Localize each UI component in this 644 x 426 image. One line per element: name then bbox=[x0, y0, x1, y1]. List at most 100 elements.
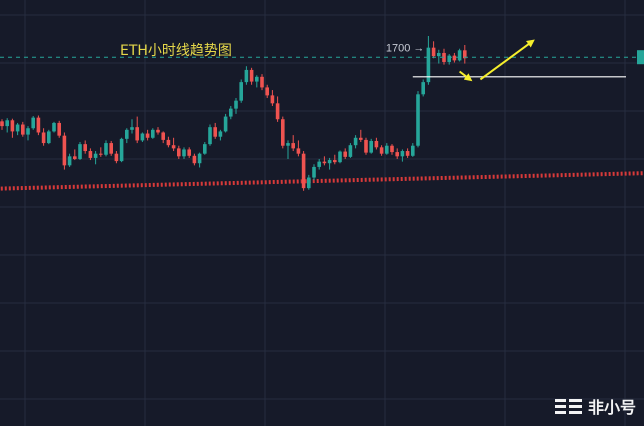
candle-body bbox=[437, 52, 441, 57]
candle-body bbox=[57, 122, 61, 136]
candle-body bbox=[291, 143, 295, 149]
candle-body bbox=[301, 153, 306, 189]
candle bbox=[463, 45, 467, 64]
chart-title: ETH小时线趋势图 bbox=[120, 43, 232, 59]
candle bbox=[301, 151, 306, 191]
candle-body bbox=[171, 145, 176, 149]
candle bbox=[125, 128, 129, 144]
candle bbox=[265, 84, 269, 99]
candle bbox=[275, 96, 280, 122]
candle-body bbox=[52, 122, 56, 132]
candle bbox=[192, 153, 197, 166]
candle bbox=[182, 147, 186, 159]
candle bbox=[338, 150, 342, 164]
candle-body bbox=[348, 145, 353, 157]
candles bbox=[0, 36, 467, 191]
candle-body bbox=[151, 129, 155, 138]
candle-body bbox=[405, 151, 410, 156]
candle bbox=[421, 79, 425, 97]
candle bbox=[109, 140, 113, 156]
candle bbox=[10, 118, 15, 138]
candle bbox=[36, 115, 41, 136]
candle bbox=[151, 128, 155, 139]
candle-body bbox=[260, 76, 264, 88]
candle-body bbox=[426, 47, 431, 83]
candle-body bbox=[395, 152, 399, 157]
candle-body bbox=[327, 160, 332, 164]
candle-body bbox=[213, 127, 217, 137]
candle-body bbox=[218, 131, 223, 137]
candle-body bbox=[31, 117, 35, 129]
candle bbox=[255, 75, 259, 88]
candle-body bbox=[140, 133, 145, 141]
candle-body bbox=[67, 156, 72, 166]
candle-body bbox=[156, 129, 160, 133]
candle bbox=[312, 164, 316, 181]
candle bbox=[353, 135, 358, 149]
candle-body bbox=[88, 151, 93, 158]
candle-body bbox=[203, 144, 207, 154]
candle-body bbox=[119, 138, 124, 162]
candle-body bbox=[463, 50, 467, 59]
candle bbox=[260, 74, 264, 91]
candle bbox=[78, 142, 82, 161]
candle-body bbox=[99, 153, 103, 155]
candle bbox=[426, 36, 431, 85]
watermark-text: 非小号 bbox=[587, 398, 636, 417]
candle bbox=[364, 137, 368, 155]
candle bbox=[385, 143, 389, 155]
candle-body bbox=[379, 147, 384, 154]
candle bbox=[62, 132, 67, 170]
candle bbox=[145, 129, 150, 141]
candle-body bbox=[114, 153, 119, 162]
candle bbox=[88, 148, 93, 161]
candle-body bbox=[104, 143, 108, 155]
price-marker-label: 1700 → bbox=[386, 43, 425, 55]
candle bbox=[369, 138, 373, 154]
candle bbox=[26, 126, 30, 141]
candle-body bbox=[83, 144, 87, 152]
candle bbox=[244, 66, 249, 85]
candle bbox=[452, 52, 457, 63]
candle bbox=[15, 122, 20, 136]
candle-body bbox=[359, 137, 363, 140]
candle bbox=[405, 148, 410, 158]
candle-body bbox=[457, 50, 462, 61]
candle-body bbox=[5, 120, 9, 127]
candle bbox=[359, 129, 363, 143]
candle bbox=[333, 154, 337, 165]
candle-body bbox=[161, 132, 165, 140]
candle bbox=[395, 148, 399, 159]
candle-body bbox=[275, 103, 280, 120]
candle-body bbox=[62, 135, 67, 166]
candle bbox=[286, 140, 290, 159]
candle-body bbox=[312, 166, 316, 178]
candle-body bbox=[223, 116, 228, 132]
candle-body bbox=[400, 151, 405, 157]
candle bbox=[171, 137, 176, 152]
candle-body bbox=[390, 145, 394, 153]
overlay: 1700 → bbox=[0, 39, 644, 82]
trendline-layer bbox=[0, 171, 644, 191]
candle bbox=[73, 149, 77, 161]
candle bbox=[234, 98, 238, 114]
candle-body bbox=[187, 149, 191, 156]
candle bbox=[140, 132, 145, 143]
candle bbox=[187, 147, 191, 158]
candle bbox=[348, 143, 353, 158]
candle-body bbox=[421, 82, 425, 95]
candle-body bbox=[145, 133, 150, 138]
candle-body bbox=[109, 143, 113, 154]
candle-body bbox=[15, 124, 20, 132]
candle-body bbox=[281, 119, 285, 146]
candle-body bbox=[10, 120, 15, 132]
candle-body bbox=[374, 140, 379, 148]
candle-body bbox=[229, 108, 233, 117]
candle bbox=[437, 49, 441, 64]
candle bbox=[119, 137, 124, 163]
candle-body bbox=[270, 95, 275, 104]
candle bbox=[296, 140, 301, 157]
candle-body bbox=[333, 160, 337, 163]
